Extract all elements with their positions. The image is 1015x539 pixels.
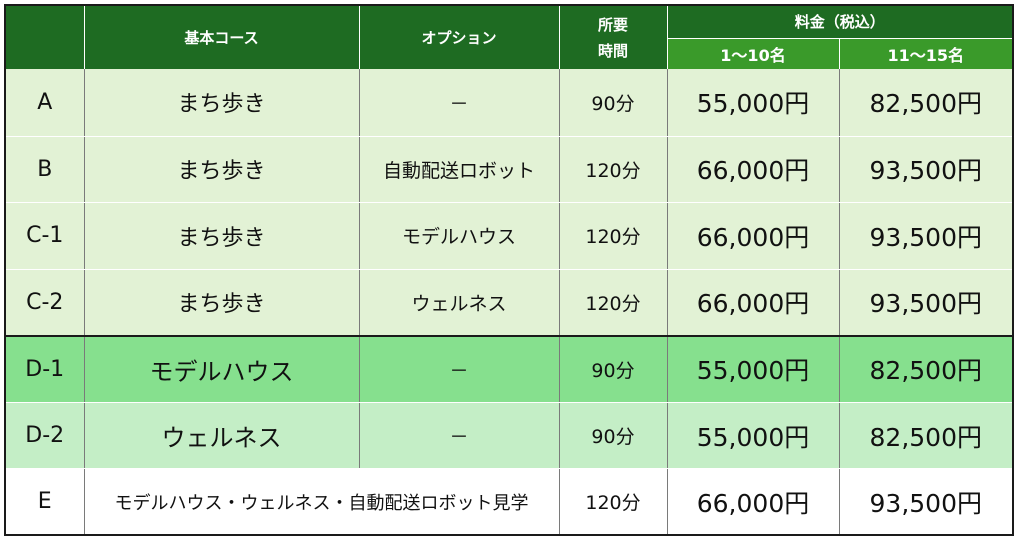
fee-small-header: 1～10名 — [666, 37, 840, 70]
row-duration: 90分 — [558, 402, 668, 470]
fee-subheader-row: 1～10名 11～15名 — [5, 37, 1014, 70]
option-header: オプション — [358, 5, 560, 70]
id-header — [4, 5, 85, 70]
row-fee-large: 82,500円 — [838, 69, 1014, 137]
row-option: ウェルネス — [358, 269, 560, 337]
row-course: まち歩き — [83, 136, 360, 203]
table-row: A まち歩き － 90分 55,000円 82,500円 — [4, 69, 1014, 137]
row-fee-small: 55,000円 — [666, 334, 840, 404]
row-duration: 120分 — [558, 269, 668, 337]
row-option: 自動配送ロボット — [358, 136, 560, 203]
row-course: モデルハウス — [83, 334, 360, 404]
row-id: D-2 — [4, 402, 85, 470]
row-duration: 90分 — [558, 334, 668, 404]
row-fee-large: 93,500円 — [838, 468, 1014, 536]
row-duration: 120分 — [558, 136, 668, 203]
row-option: － — [358, 402, 560, 470]
duration-header: 所要 時間 — [558, 5, 668, 70]
duration-header-line2: 時間 — [597, 41, 628, 60]
row-course: まち歩き — [83, 69, 360, 137]
row-fee-large: 82,500円 — [838, 402, 1014, 470]
row-id: A — [4, 69, 85, 137]
row-fee-small: 66,000円 — [666, 468, 840, 536]
fee-large-header: 11～15名 — [838, 37, 1014, 70]
table-row: C-2 まち歩き ウェルネス 120分 66,000円 93,500円 — [4, 269, 1014, 337]
row-fee-large: 93,500円 — [838, 269, 1014, 337]
row-id: B — [4, 136, 85, 203]
row-fee-large: 82,500円 — [838, 334, 1014, 404]
row-course: まち歩き — [83, 202, 360, 270]
fee-header: 料金（税込） — [666, 5, 1014, 39]
row-duration: 120分 — [558, 468, 668, 536]
row-fee-small: 66,000円 — [666, 136, 840, 203]
header-row: 基本コース オプション 所要 時間 料金（税込） — [4, 5, 1014, 70]
row-duration: 90分 — [558, 69, 668, 137]
table-row: D-1 モデルハウス － 90分 55,000円 82,500円 — [4, 334, 1014, 404]
row-fee-large: 93,500円 — [838, 202, 1014, 270]
row-duration: 120分 — [558, 202, 668, 270]
table-row: E モデルハウス・ウェルネス・自動配送ロボット見学 120分 66,000円 9… — [4, 468, 1014, 536]
row-fee-small: 55,000円 — [666, 69, 840, 137]
row-fee-small: 55,000円 — [666, 402, 840, 470]
table-row: B まち歩き 自動配送ロボット 120分 66,000円 93,500円 — [4, 136, 1014, 203]
row-fee-small: 66,000円 — [666, 202, 840, 270]
row-id: C-1 — [4, 202, 85, 270]
row-course: まち歩き — [83, 269, 360, 337]
course-header: 基本コース — [83, 5, 360, 70]
row-fee-large: 93,500円 — [838, 136, 1014, 203]
duration-header-line1: 所要 — [597, 15, 628, 34]
table-row: D-2 ウェルネス － 90分 55,000円 82,500円 — [4, 402, 1014, 470]
price-table: 基本コース オプション 所要 時間 料金（税込） 1～10名 11～15名 A … — [4, 4, 1015, 536]
row-option: － — [358, 69, 560, 137]
row-option: － — [358, 334, 560, 404]
row-id: D-1 — [4, 334, 85, 404]
table-row: C-1 まち歩き モデルハウス 120分 66,000円 93,500円 — [4, 202, 1014, 270]
row-course: ウェルネス — [83, 402, 360, 470]
row-option: モデルハウス — [358, 202, 560, 270]
row-id: C-2 — [4, 269, 85, 337]
row-fee-small: 66,000円 — [666, 269, 840, 337]
row-course-option: モデルハウス・ウェルネス・自動配送ロボット見学 — [83, 468, 560, 536]
row-id: E — [4, 468, 85, 536]
